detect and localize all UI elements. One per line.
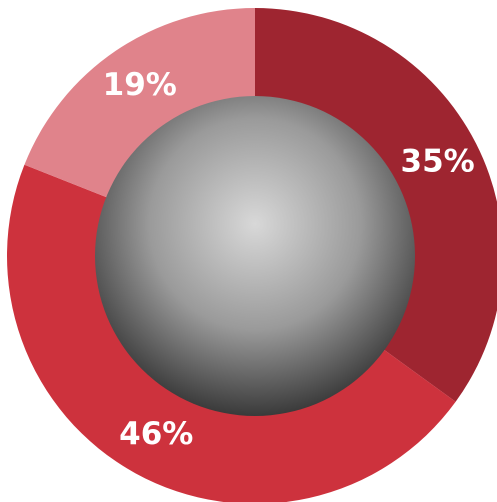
page: 35%46%19% (() => { const data = JSON.par… — [0, 0, 497, 502]
value-label: 19% — [103, 67, 177, 103]
value-label: 46% — [119, 416, 193, 452]
center-photo — [95, 96, 415, 416]
chart: 35% 46% 19% — [0, 0, 497, 502]
value-label: 35% — [401, 143, 475, 179]
